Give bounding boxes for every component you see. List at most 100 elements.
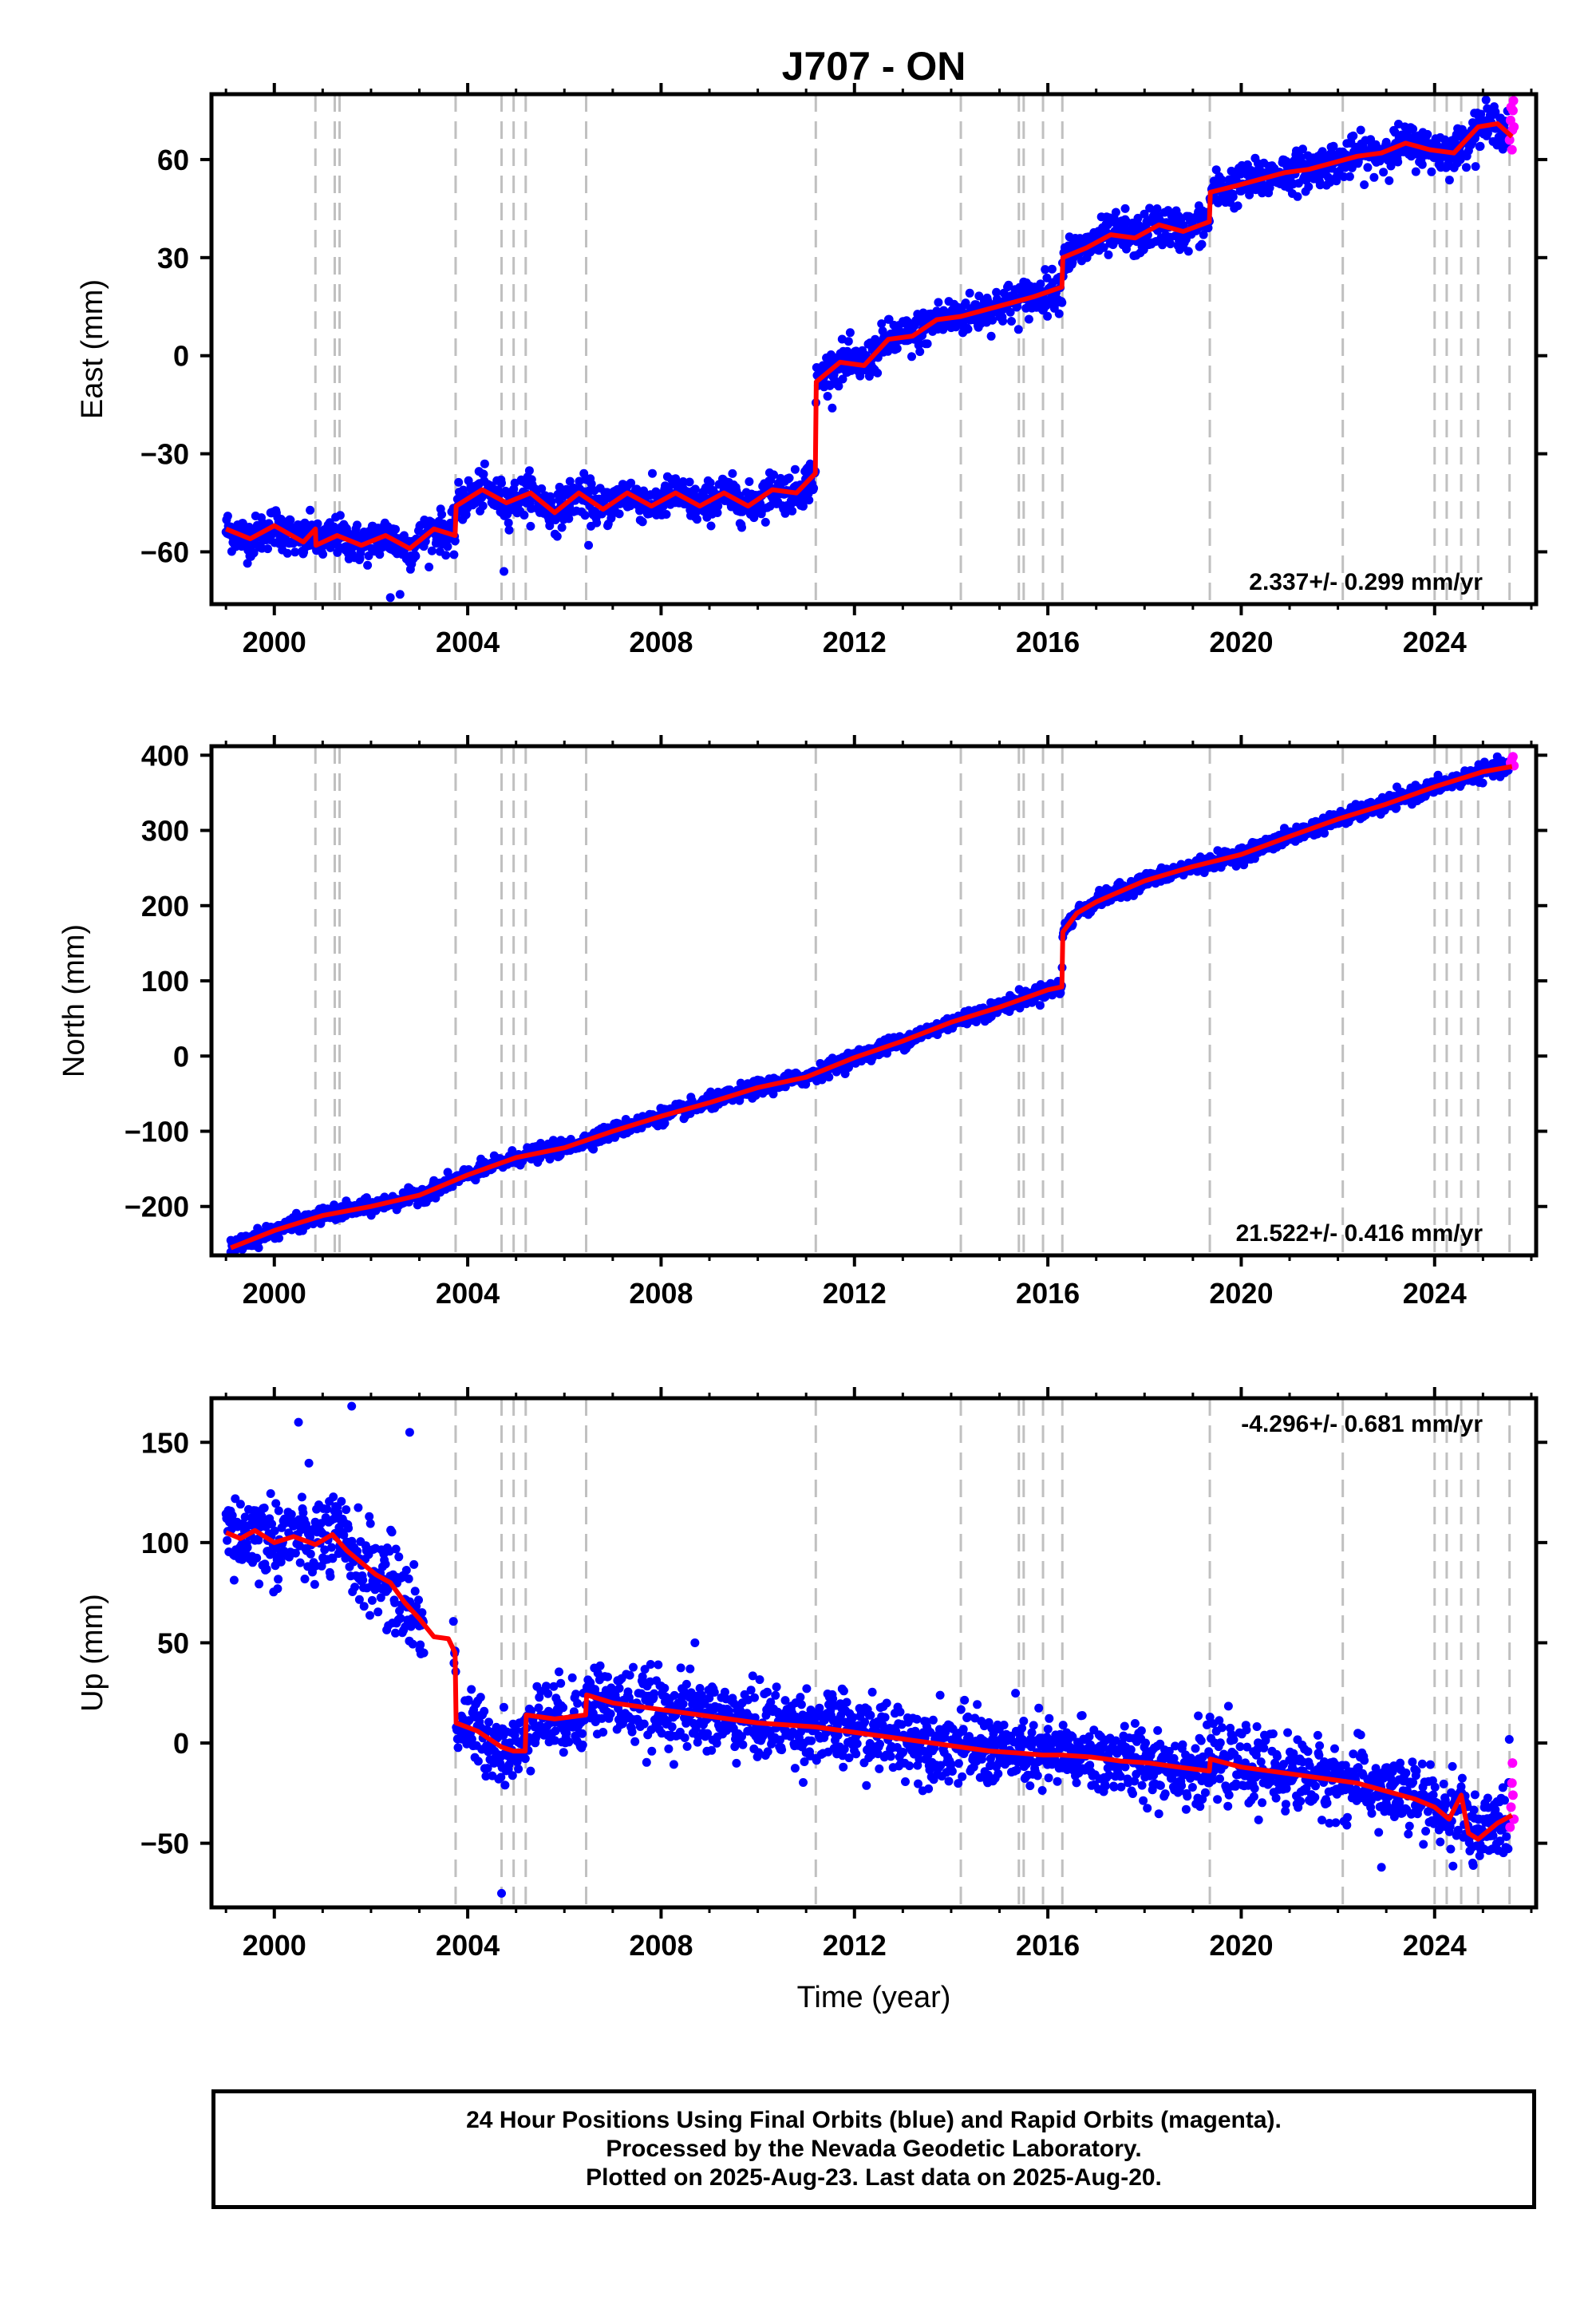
x-tick-label: 2008: [629, 1277, 693, 1310]
final-orbit-point: [632, 484, 642, 494]
final-orbit-point: [587, 479, 596, 488]
final-orbit-point: [648, 468, 657, 478]
final-orbit-point: [255, 1579, 264, 1589]
final-orbit-point: [454, 477, 464, 487]
x-tick-label: 2004: [436, 1277, 500, 1310]
final-orbit-point: [318, 550, 328, 559]
final-orbit-point: [273, 1584, 282, 1594]
final-orbit-point: [335, 511, 345, 520]
final-orbit-point: [479, 469, 488, 479]
final-orbit-point: [504, 525, 514, 535]
final-orbit-point: [391, 524, 400, 534]
final-orbit-point: [892, 344, 902, 354]
final-orbit-point: [769, 470, 778, 480]
final-orbit-point: [907, 352, 916, 362]
final-orbit-point: [1471, 162, 1480, 172]
x-tick-label: 2004: [436, 626, 500, 658]
final-orbit-point: [326, 1571, 335, 1581]
final-orbit-point: [322, 1504, 332, 1514]
final-orbit-point: [329, 1492, 338, 1502]
final-orbit-point: [304, 1458, 314, 1468]
final-orbit-point: [988, 315, 998, 325]
final-orbit-point: [537, 484, 547, 493]
final-orbit-point: [262, 1564, 271, 1574]
final-orbit-point: [1427, 167, 1436, 176]
final-orbit-point: [385, 593, 395, 603]
x-tick-label: 2024: [1403, 1277, 1467, 1310]
final-orbit-point: [364, 551, 373, 560]
final-orbit-point: [1007, 317, 1016, 326]
final-orbit-point: [662, 510, 671, 519]
final-orbit-point: [249, 548, 259, 558]
final-orbit-point: [306, 1549, 315, 1559]
east-rate-label: 2.337+/- 0.299 mm/yr: [1249, 569, 1483, 595]
final-orbit-point: [295, 1558, 305, 1567]
final-orbit-point: [1166, 239, 1175, 249]
final-orbit-point: [584, 540, 594, 550]
final-orbit-point: [243, 559, 252, 568]
final-orbit-point: [367, 1595, 377, 1605]
rapid-orbit-point: [1509, 121, 1519, 132]
final-orbit-point: [685, 477, 694, 487]
final-orbit-point: [1304, 182, 1314, 192]
final-orbit-point: [381, 1559, 390, 1569]
final-orbit-point: [519, 511, 529, 520]
final-orbit-point: [545, 521, 555, 531]
final-orbit-point: [1462, 163, 1471, 172]
y-tick-label: 0: [173, 1040, 189, 1073]
final-orbit-point: [1233, 201, 1242, 211]
final-orbit-point: [1345, 172, 1354, 181]
final-orbit-point: [592, 518, 602, 528]
final-orbit-point: [922, 339, 932, 349]
final-orbit-point: [363, 560, 373, 570]
final-orbit-point: [788, 506, 797, 516]
y-tick-label: 200: [141, 890, 189, 923]
final-orbit-point: [358, 1575, 368, 1585]
y-tick-label: 60: [157, 144, 189, 176]
final-orbit-point: [915, 347, 925, 357]
final-orbit-point: [745, 477, 754, 486]
y-tick-label: 0: [173, 340, 189, 373]
final-orbit-point: [1349, 131, 1358, 140]
final-orbit-point: [274, 1575, 283, 1584]
final-orbit-point: [286, 516, 295, 525]
final-orbit-point: [784, 473, 794, 483]
final-orbit-point: [1478, 778, 1487, 788]
y-tick-label: 100: [141, 965, 189, 998]
east-axis-label: East (mm): [76, 279, 109, 419]
final-orbit-point: [557, 523, 567, 532]
final-orbit-point: [1332, 176, 1341, 186]
final-orbit-point: [263, 544, 272, 554]
final-orbit-point: [824, 1073, 834, 1082]
final-orbit-point: [1356, 125, 1365, 135]
final-orbit-point: [1293, 192, 1302, 201]
north-final-orbit-points: [226, 752, 1515, 1257]
final-orbit-point: [1104, 250, 1113, 259]
final-orbit-point: [1197, 239, 1207, 249]
final-orbit-point: [344, 1524, 354, 1533]
final-orbit-point: [306, 505, 315, 515]
final-orbit-point: [1408, 124, 1418, 134]
final-orbit-point: [365, 1519, 375, 1528]
final-orbit-point: [845, 328, 855, 338]
final-orbit-point: [626, 478, 636, 488]
final-orbit-point: [998, 316, 1008, 326]
north-axis-label: North (mm): [57, 924, 91, 1077]
final-orbit-point: [565, 476, 575, 486]
final-orbit-point: [480, 459, 489, 468]
final-orbit-point: [986, 331, 996, 341]
north-rate-label: 21.522+/- 0.416 mm/yr: [1236, 1220, 1483, 1247]
up-panel: 2000 2004 2008 2012 2016 2020 2024−50050100150…: [76, 1387, 1547, 1962]
y-tick-label: 400: [141, 739, 189, 772]
final-orbit-point: [1381, 137, 1391, 147]
final-orbit-point: [1481, 95, 1491, 105]
final-orbit-point: [580, 511, 590, 520]
final-orbit-point: [252, 1553, 262, 1563]
final-orbit-point: [823, 392, 832, 401]
final-orbit-point: [1057, 298, 1067, 307]
final-orbit-point: [1183, 247, 1193, 256]
x-tick-label: 2016: [1016, 1277, 1080, 1310]
final-orbit-point: [497, 478, 506, 488]
final-orbit-point: [365, 1611, 374, 1620]
